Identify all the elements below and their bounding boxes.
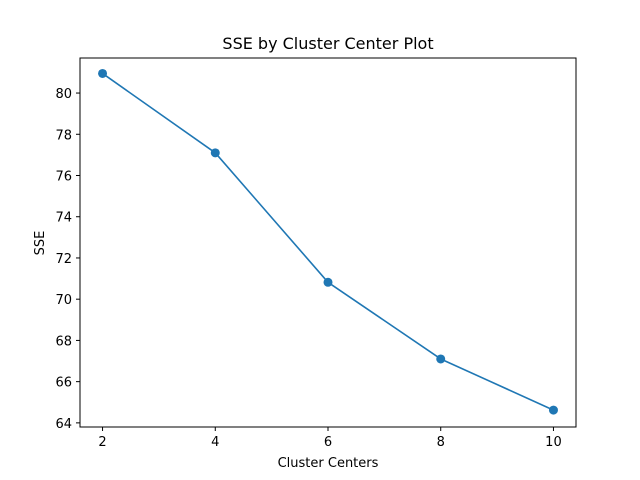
- y-tick-label: 78: [55, 128, 72, 143]
- y-tick-label: 74: [55, 211, 72, 226]
- x-tick-label: 4: [211, 435, 219, 450]
- y-tick-label: 80: [55, 87, 72, 102]
- x-tick-label: 10: [545, 435, 562, 450]
- data-point-marker: [436, 354, 446, 364]
- y-tick-label: 64: [55, 417, 72, 432]
- series-layer: [98, 68, 558, 415]
- chart-title: SSE by Cluster Center Plot: [222, 34, 433, 53]
- y-tick-label: 66: [55, 376, 72, 391]
- y-tick-label: 72: [55, 252, 72, 267]
- y-axis-title: SSE: [33, 231, 48, 256]
- x-axis: 2 4 6 8 10: [98, 427, 562, 450]
- data-point-marker: [548, 405, 558, 415]
- x-tick-label: 8: [437, 435, 445, 450]
- data-point-marker: [323, 277, 333, 287]
- y-axis: 64 66 68 70 72 74 76 78 80: [55, 87, 80, 432]
- y-tick-label: 70: [55, 293, 72, 308]
- y-tick-label: 68: [55, 334, 72, 349]
- x-tick-label: 6: [324, 435, 332, 450]
- data-point-marker: [210, 148, 220, 158]
- y-tick-label: 76: [55, 170, 72, 185]
- x-tick-label: 2: [98, 435, 106, 450]
- x-axis-title: Cluster Centers: [278, 456, 379, 471]
- data-point-marker: [98, 68, 108, 78]
